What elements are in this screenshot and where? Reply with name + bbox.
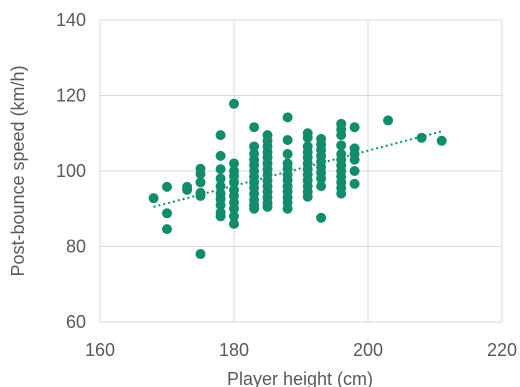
data-point — [302, 132, 313, 143]
data-point — [349, 178, 360, 189]
data-point — [148, 193, 159, 204]
y-tick-label: 120 — [56, 86, 86, 106]
x-tick-labels: 160 180 200 220 — [85, 340, 517, 360]
data-point — [316, 181, 327, 192]
data-point — [282, 112, 293, 123]
data-point — [195, 169, 206, 180]
data-point — [215, 181, 226, 192]
data-point — [215, 130, 226, 141]
data-point — [249, 203, 260, 214]
x-axis-label: Player height (cm) — [227, 369, 373, 387]
data-point — [195, 249, 206, 260]
data-point — [282, 135, 293, 146]
data-point — [436, 135, 447, 146]
data-point — [215, 150, 226, 161]
x-tick-label: 200 — [353, 340, 383, 360]
data-point — [349, 166, 360, 176]
y-axis-label: Post-bounce speed (km/h) — [8, 65, 28, 276]
data-point — [215, 173, 226, 184]
data-point — [229, 177, 239, 188]
data-point — [229, 98, 239, 109]
data-point — [195, 190, 206, 201]
data-point — [229, 218, 239, 229]
data-point — [162, 224, 172, 235]
x-tick-label: 180 — [219, 340, 249, 360]
data-point — [182, 184, 193, 195]
data-point — [229, 203, 239, 214]
data-points — [148, 98, 447, 260]
y-tick-label: 60 — [66, 312, 86, 332]
data-point — [195, 177, 206, 188]
y-tick-label: 140 — [56, 10, 86, 30]
data-point — [416, 132, 427, 143]
data-point — [336, 188, 347, 199]
data-point — [302, 191, 313, 202]
data-point — [282, 149, 293, 160]
data-point — [229, 158, 239, 169]
data-point — [282, 203, 293, 214]
data-point — [262, 201, 273, 212]
y-tick-label: 100 — [56, 161, 86, 181]
data-point — [162, 181, 172, 192]
y-tick-labels: 60 80 100 120 140 — [56, 10, 86, 332]
data-point — [349, 122, 360, 133]
data-point — [249, 141, 260, 152]
x-tick-label: 220 — [487, 340, 517, 360]
data-point — [162, 208, 172, 219]
y-tick-label: 80 — [66, 237, 86, 257]
gridlines — [99, 19, 503, 323]
data-point — [336, 140, 347, 151]
data-point — [383, 115, 394, 126]
data-point — [349, 154, 360, 165]
data-point — [316, 173, 327, 184]
data-point — [316, 212, 327, 223]
x-tick-label: 160 — [85, 340, 115, 360]
data-point — [229, 211, 239, 222]
data-point — [215, 211, 226, 222]
data-point — [215, 199, 226, 210]
data-point — [215, 164, 226, 175]
data-point — [249, 122, 260, 133]
data-point — [336, 130, 347, 141]
